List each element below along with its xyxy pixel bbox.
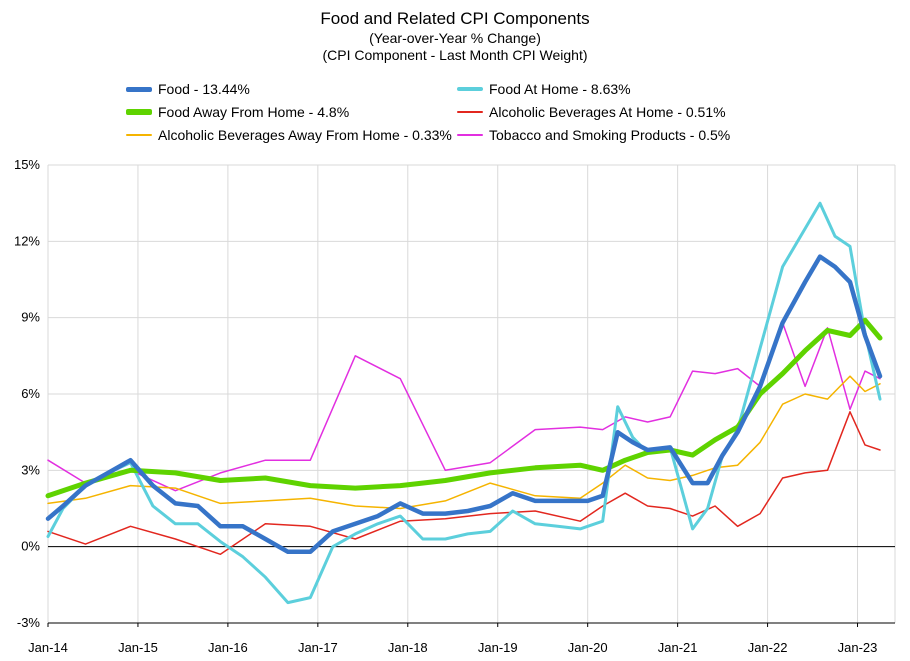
y-tick-label: 3% (21, 462, 40, 477)
chart-subtitle: (Year-over-Year % Change) (369, 30, 541, 46)
legend-item-food-away: Food Away From Home - 4.8% (126, 101, 349, 123)
legend-swatch-food-at-home (457, 87, 483, 91)
chart-title: Food and Related CPI Components (320, 9, 590, 28)
legend-swatch-tobacco (457, 134, 483, 136)
series-line-4 (47, 375, 881, 510)
x-tick-label: Jan-19 (478, 640, 518, 655)
chart-subtitle-2: (CPI Component - Last Month CPI Weight) (322, 47, 588, 63)
y-tick-label: 15% (14, 157, 40, 172)
legend-label-food-at-home: Food At Home - 8.63% (489, 81, 631, 97)
legend-label-alcohol-away: Alcoholic Beverages Away From Home - 0.3… (158, 127, 452, 143)
y-tick-label: 12% (14, 233, 40, 248)
y-tick-label: 0% (21, 539, 40, 554)
x-tick-label: Jan-15 (118, 640, 158, 655)
legend-label-food-away: Food Away From Home - 4.8% (158, 104, 350, 120)
chart-legend: Food - 13.44% Food At Home - 8.63% Food … (126, 78, 886, 150)
series-line-2 (45, 317, 883, 499)
x-tick-label: Jan-18 (388, 640, 428, 655)
series-line-1 (46, 201, 882, 605)
legend-item-food: Food - 13.44% (126, 78, 250, 100)
series-line-5 (47, 322, 881, 492)
x-tick-label: Jan-23 (838, 640, 878, 655)
x-tick-label: Jan-22 (748, 640, 788, 655)
x-tick-label: Jan-16 (208, 640, 248, 655)
y-tick-label: 9% (21, 310, 40, 325)
legend-swatch-food (126, 86, 152, 92)
legend-item-food-at-home: Food At Home - 8.63% (457, 78, 631, 100)
x-tick-label: Jan-21 (658, 640, 698, 655)
y-tick-label: 6% (21, 386, 40, 401)
legend-item-tobacco: Tobacco and Smoking Products - 0.5% (457, 124, 730, 146)
x-tick-label: Jan-17 (298, 640, 338, 655)
y-tick-label: -3% (17, 615, 41, 630)
legend-label-food: Food - 13.44% (158, 81, 250, 97)
legend-swatch-alcohol-home (457, 111, 483, 113)
legend-item-alcohol-away: Alcoholic Beverages Away From Home - 0.3… (126, 124, 452, 146)
legend-swatch-alcohol-away (126, 134, 152, 136)
chart-titles: Food and Related CPI Components (Year-ov… (0, 8, 910, 64)
x-tick-label: Jan-20 (568, 640, 608, 655)
legend-label-tobacco: Tobacco and Smoking Products - 0.5% (489, 127, 731, 143)
legend-swatch-food-away (126, 109, 152, 115)
legend-item-alcohol-home: Alcoholic Beverages At Home - 0.51% (457, 101, 726, 123)
x-tick-label: Jan-14 (28, 640, 68, 655)
series-line-3 (47, 411, 881, 556)
legend-label-alcohol-home: Alcoholic Beverages At Home - 0.51% (489, 104, 726, 120)
series-line-0 (45, 254, 883, 555)
